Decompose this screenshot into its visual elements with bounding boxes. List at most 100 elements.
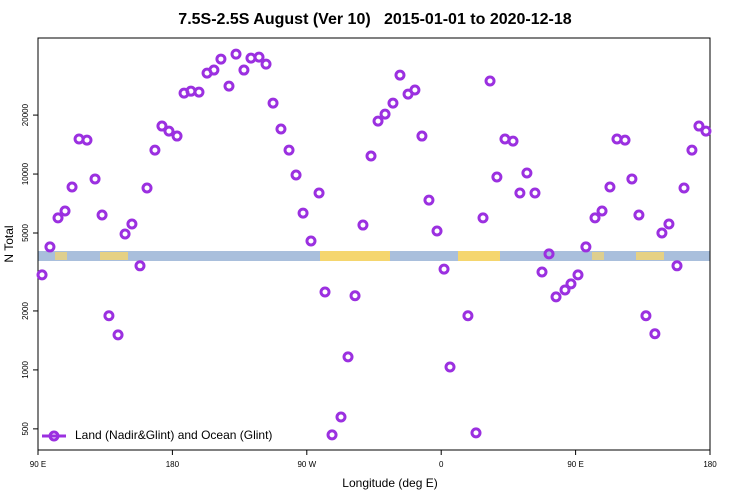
point xyxy=(423,194,435,206)
point xyxy=(700,125,712,137)
point xyxy=(604,181,616,193)
point xyxy=(357,219,369,231)
point xyxy=(171,130,183,142)
point xyxy=(663,218,675,230)
point xyxy=(633,209,645,221)
point xyxy=(477,212,489,224)
point xyxy=(149,144,161,156)
point xyxy=(96,209,108,221)
y-tick-label: 1000 xyxy=(21,360,30,378)
point xyxy=(126,218,138,230)
chart-title: 7.5S-2.5S August (Ver 10) 2015-01-01 to … xyxy=(178,11,571,28)
y-axis-label: N Total xyxy=(2,225,16,262)
point xyxy=(589,212,601,224)
point xyxy=(619,134,631,146)
point xyxy=(193,86,205,98)
point xyxy=(349,290,361,302)
point xyxy=(529,187,541,199)
point xyxy=(253,51,265,63)
x-tick-label: 90 E xyxy=(567,460,583,469)
y-tick-label: 20000 xyxy=(21,103,30,126)
point xyxy=(319,286,331,298)
point xyxy=(365,150,377,162)
y-tick-label: 500 xyxy=(21,422,30,436)
y-tick-label: 5000 xyxy=(21,224,30,242)
land-band xyxy=(100,252,128,260)
point xyxy=(686,144,698,156)
point xyxy=(491,171,503,183)
x-tick-label: 180 xyxy=(166,460,180,469)
y-tick-label: 2000 xyxy=(21,301,30,319)
x-tick-label: 0 xyxy=(439,460,444,469)
point xyxy=(444,361,456,373)
point xyxy=(387,97,399,109)
legend-label: Land (Nadir&Glint) and Ocean (Glint) xyxy=(75,428,272,442)
point xyxy=(163,125,175,137)
x-tick-label: 180 xyxy=(703,460,717,469)
point xyxy=(208,64,220,76)
point xyxy=(596,205,608,217)
point xyxy=(521,167,533,179)
point xyxy=(238,64,250,76)
point xyxy=(416,130,428,142)
plot-frame xyxy=(37,37,711,451)
point xyxy=(66,181,78,193)
point xyxy=(656,227,668,239)
point xyxy=(134,260,146,272)
point xyxy=(215,53,227,65)
point xyxy=(640,310,652,322)
point xyxy=(260,58,272,70)
point xyxy=(379,108,391,120)
x-tick-label: 90 W xyxy=(297,460,316,469)
point xyxy=(335,411,347,423)
point xyxy=(484,75,496,87)
point xyxy=(559,284,571,296)
point xyxy=(267,97,279,109)
point xyxy=(103,310,115,322)
point xyxy=(342,351,354,363)
point xyxy=(550,291,562,303)
y-tick-label: 10000 xyxy=(21,162,30,185)
land-band xyxy=(636,252,664,260)
point xyxy=(507,135,519,147)
point xyxy=(409,84,421,96)
point xyxy=(313,187,325,199)
point xyxy=(275,123,287,135)
point xyxy=(514,187,526,199)
surface-band xyxy=(38,251,710,261)
point xyxy=(141,182,153,194)
point xyxy=(572,269,584,281)
point xyxy=(543,248,555,260)
land-band xyxy=(55,252,67,260)
point xyxy=(36,269,48,281)
point xyxy=(693,120,705,132)
point xyxy=(462,310,474,322)
point xyxy=(119,228,131,240)
point xyxy=(678,182,690,194)
point xyxy=(626,173,638,185)
point xyxy=(52,212,64,224)
land-band xyxy=(320,251,390,261)
land-band xyxy=(592,252,604,260)
point xyxy=(290,169,302,181)
point xyxy=(565,278,577,290)
point xyxy=(156,120,168,132)
point xyxy=(305,235,317,247)
point xyxy=(297,207,309,219)
point xyxy=(431,225,443,237)
point xyxy=(438,263,450,275)
point xyxy=(536,266,548,278)
point xyxy=(580,241,592,253)
point xyxy=(230,48,242,60)
x-axis-label: Longitude (deg E) xyxy=(342,476,437,490)
point xyxy=(89,173,101,185)
point xyxy=(372,115,384,127)
point xyxy=(671,260,683,272)
point xyxy=(223,80,235,92)
point xyxy=(112,329,124,341)
point xyxy=(59,205,71,217)
point xyxy=(326,429,338,441)
x-tick-label: 90 E xyxy=(30,460,46,469)
